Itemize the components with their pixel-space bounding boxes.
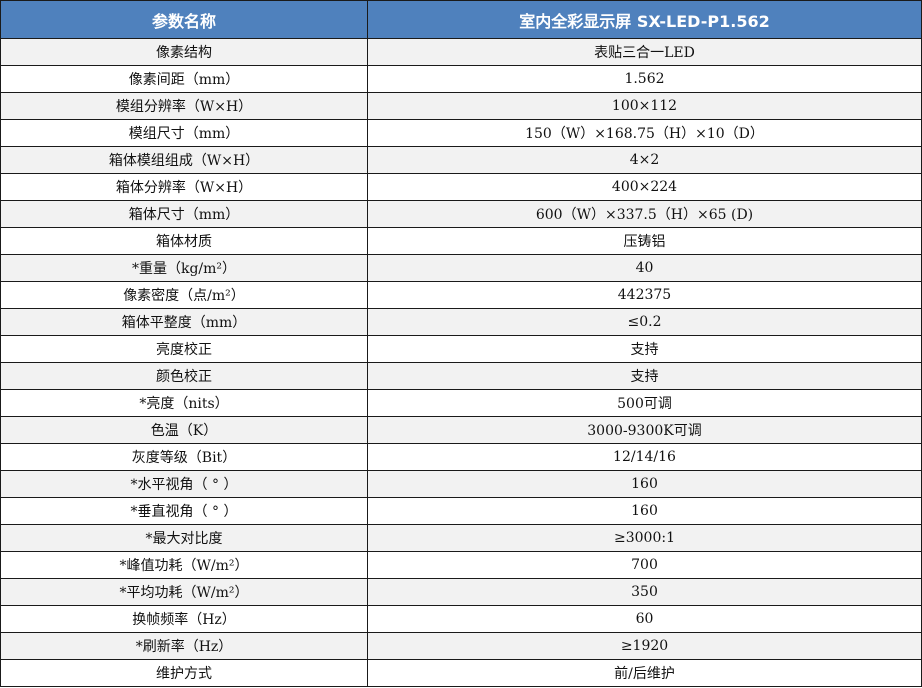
param-value-cell: 442375	[367, 281, 922, 309]
param-value-cell: 表贴三合一LED	[367, 38, 922, 66]
param-name-cell: 箱体分辨率（W×H）	[0, 173, 368, 201]
param-value-cell: ≥3000:1	[367, 524, 922, 552]
param-value-cell: 1.562	[367, 65, 922, 93]
table-row: 像素结构 表贴三合一LED	[0, 38, 922, 66]
param-name-cell: *平均功耗（W/m²）	[0, 578, 368, 606]
table-row: *平均功耗（W/m²） 350	[0, 578, 922, 606]
param-value-cell: 支持	[367, 362, 922, 390]
param-name-cell: 灰度等级（Bit）	[0, 443, 368, 471]
param-name-cell: 颜色校正	[0, 362, 368, 390]
table-row: 色温（K） 3000-9300K可调	[0, 416, 922, 444]
param-value-cell: 160	[367, 470, 922, 498]
param-name-cell: 模组分辨率（W×H）	[0, 92, 368, 120]
param-value-cell: 350	[367, 578, 922, 606]
param-value-cell: 40	[367, 254, 922, 282]
param-value-cell: 4×2	[367, 146, 922, 174]
param-name-cell: 模组尺寸（mm）	[0, 119, 368, 147]
param-value-cell: 160	[367, 497, 922, 525]
table-row: 亮度校正 支持	[0, 335, 922, 363]
param-value-cell: 3000-9300K可调	[367, 416, 922, 444]
param-value-cell: 600（W）×337.5（H）×65 (D)	[367, 200, 922, 228]
header-row: 参数名称 室内全彩显示屏 SX-LED-P1.562	[0, 0, 922, 39]
param-name-cell: 像素间距（mm）	[0, 65, 368, 93]
table-row: 箱体材质 压铸铝	[0, 227, 922, 255]
param-value-cell: 前/后维护	[367, 659, 922, 687]
table-row: *最大对比度 ≥3000:1	[0, 524, 922, 552]
table-row: 箱体尺寸（mm） 600（W）×337.5（H）×65 (D)	[0, 200, 922, 228]
table-row: *峰值功耗（W/m²） 700	[0, 551, 922, 579]
param-value-cell: 700	[367, 551, 922, 579]
param-name-cell: *峰值功耗（W/m²）	[0, 551, 368, 579]
table-row: 像素密度（点/m²） 442375	[0, 281, 922, 309]
param-value-cell: 100×112	[367, 92, 922, 120]
param-name-cell: 箱体尺寸（mm）	[0, 200, 368, 228]
param-value-cell: 支持	[367, 335, 922, 363]
table-row: *刷新率（Hz） ≥1920	[0, 632, 922, 660]
param-name-cell: 维护方式	[0, 659, 368, 687]
table-row: *亮度（nits） 500可调	[0, 389, 922, 417]
param-name-cell: *水平视角（ ° ）	[0, 470, 368, 498]
table-row: 像素间距（mm） 1.562	[0, 65, 922, 93]
table-row: *水平视角（ ° ） 160	[0, 470, 922, 498]
param-name-cell: 箱体平整度（mm）	[0, 308, 368, 336]
table-row: 箱体模组组成（W×H） 4×2	[0, 146, 922, 174]
param-value-cell: ≥1920	[367, 632, 922, 660]
param-value-cell: ≤0.2	[367, 308, 922, 336]
param-value-cell: 12/14/16	[367, 443, 922, 471]
header-product: 室内全彩显示屏 SX-LED-P1.562	[367, 0, 922, 39]
table-row: 换帧频率（Hz） 60	[0, 605, 922, 633]
table-row: *垂直视角（ ° ） 160	[0, 497, 922, 525]
table-row: 颜色校正 支持	[0, 362, 922, 390]
table-row: 箱体平整度（mm） ≤0.2	[0, 308, 922, 336]
param-name-cell: *垂直视角（ ° ）	[0, 497, 368, 525]
param-name-cell: *最大对比度	[0, 524, 368, 552]
table-row: 灰度等级（Bit） 12/14/16	[0, 443, 922, 471]
param-value-cell: 400×224	[367, 173, 922, 201]
param-name-cell: *亮度（nits）	[0, 389, 368, 417]
table-row: *重量（kg/m²） 40	[0, 254, 922, 282]
param-name-cell: 换帧频率（Hz）	[0, 605, 368, 633]
table-row: 箱体分辨率（W×H） 400×224	[0, 173, 922, 201]
param-name-cell: *刷新率（Hz）	[0, 632, 368, 660]
param-name-cell: 色温（K）	[0, 416, 368, 444]
param-name-cell: 亮度校正	[0, 335, 368, 363]
header-param-name: 参数名称	[0, 0, 368, 39]
param-value-cell: 60	[367, 605, 922, 633]
param-name-cell: 像素密度（点/m²）	[0, 281, 368, 309]
table-row: 模组分辨率（W×H） 100×112	[0, 92, 922, 120]
param-name-cell: *重量（kg/m²）	[0, 254, 368, 282]
param-name-cell: 箱体模组组成（W×H）	[0, 146, 368, 174]
param-value-cell: 150（W）×168.75（H）×10（D）	[367, 119, 922, 147]
param-value-cell: 压铸铝	[367, 227, 922, 255]
param-name-cell: 像素结构	[0, 38, 368, 66]
param-name-cell: 箱体材质	[0, 227, 368, 255]
table-row: 维护方式 前/后维护	[0, 659, 922, 687]
param-value-cell: 500可调	[367, 389, 922, 417]
table-row: 模组尺寸（mm） 150（W）×168.75（H）×10（D）	[0, 119, 922, 147]
